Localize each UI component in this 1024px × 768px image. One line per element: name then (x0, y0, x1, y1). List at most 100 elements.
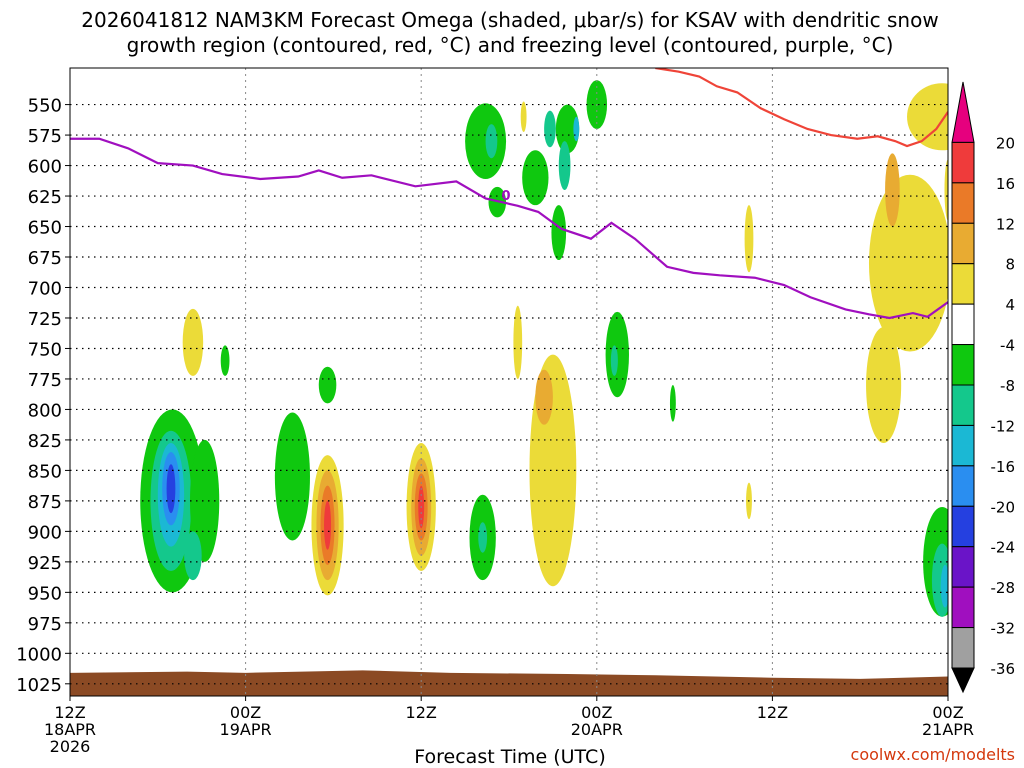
x-tick-label: 12Z (406, 703, 437, 722)
omega-cell (166, 464, 176, 514)
omega-cell (324, 500, 332, 550)
x-tick-label: 12Z (54, 703, 85, 722)
colorbar-label: -24 (991, 539, 1016, 557)
omega-cell (866, 327, 902, 443)
omega-cell (274, 412, 310, 541)
colorbar-label: 16 (996, 175, 1015, 193)
y-tick-label: 800 (28, 400, 62, 421)
colorbar-band (951, 546, 975, 588)
colorbar-label: -8 (1000, 377, 1015, 395)
omega-cell (610, 345, 618, 376)
omega-cell (573, 116, 580, 142)
colorbar-band (951, 627, 975, 669)
colorbar-label: -20 (991, 498, 1016, 516)
colorbar-label: -32 (991, 620, 1016, 638)
omega-cell (744, 205, 754, 273)
title-line-2: growth region (contoured, red, °C) and f… (127, 33, 894, 57)
y-tick-label: 575 (28, 126, 62, 147)
colorbar-label: 8 (1005, 256, 1015, 274)
y-tick-label: 850 (28, 461, 62, 482)
contour-lines: 0 (70, 68, 948, 320)
x-tick-label: 21APR (922, 720, 974, 739)
y-tick-label: 825 (28, 431, 62, 452)
colorbar-band (951, 263, 975, 305)
x-tick-label: 12Z (757, 703, 788, 722)
omega-cell (551, 205, 567, 261)
plot-frame (69, 67, 949, 697)
colorbar: 20 16 12 8 4 -4 -8 -12 -16 -20 -24 -28 -32 -36 (951, 81, 1016, 694)
y-tick-label: 950 (28, 583, 62, 604)
dendritic-snow-line (655, 68, 948, 148)
omega-cell (940, 564, 948, 608)
colorbar-label: 20 (996, 134, 1015, 152)
y-tick-label: 750 (28, 339, 62, 360)
omega-cell (944, 159, 948, 221)
omega-cell (478, 522, 488, 553)
colorbar-band (951, 505, 975, 548)
y-tick-label: 900 (28, 522, 62, 543)
omega-cell (907, 83, 948, 151)
y-tick-label: 650 (28, 218, 62, 239)
omega-cell (220, 345, 230, 376)
omega-cell (485, 124, 498, 159)
colorbar-band (951, 586, 975, 629)
colorbar-label: 4 (1005, 296, 1015, 314)
colorbar-label: -4 (1000, 337, 1015, 355)
omega-cell (522, 150, 549, 206)
omega-cell (558, 141, 571, 190)
ground-fill (70, 670, 948, 696)
colorbar-band (951, 303, 975, 346)
colorbar-label: -36 (991, 660, 1016, 678)
ground-surface (70, 670, 948, 696)
y-tick-label: 625 (28, 187, 62, 208)
omega-cell (669, 385, 676, 422)
x-axis-title: Forecast Time (UTC) (414, 746, 605, 768)
freezing-level-line (70, 137, 948, 320)
y-tick-label: 550 (28, 96, 62, 117)
y-tick-label: 875 (28, 492, 62, 513)
y-tick-label: 775 (28, 370, 62, 391)
y-tick-label: 1025 (16, 675, 62, 696)
y-tick-label: 675 (28, 248, 62, 269)
x-tick-label: 00Z (932, 703, 963, 722)
x-tick-label: 00Z (581, 703, 612, 722)
omega-cell (318, 366, 337, 404)
colorbar-band (951, 465, 975, 507)
omega-cell (885, 153, 900, 227)
colorbar-band (951, 222, 975, 265)
omega-cell (535, 369, 553, 425)
omega-cell (555, 104, 580, 154)
title-line-1: 2026041812 NAM3KM Forecast Omega (shaded… (81, 8, 938, 32)
y-tick-label: 600 (28, 157, 62, 178)
colorbar-label: -28 (991, 579, 1016, 597)
credit-text: coolwx.com/modelts (851, 745, 1015, 764)
x-tick-label: 00Z (230, 703, 261, 722)
y-tick-label: 700 (28, 278, 62, 299)
omega-cell (868, 174, 948, 352)
y-tick-label: 975 (28, 614, 62, 635)
x-tick-label: 19APR (220, 720, 272, 739)
colorbar-band (951, 344, 975, 386)
colorbar-label: -12 (991, 417, 1016, 435)
omega-cell (544, 110, 556, 148)
colorbar-band (951, 141, 975, 184)
x-tick-label: 20APR (571, 720, 623, 739)
x-tick-label: 18APR (44, 720, 96, 739)
colorbar-top-arrow (951, 81, 975, 143)
y-tick-label: 725 (28, 309, 62, 330)
omega-shading (140, 80, 948, 617)
colorbar-band (951, 182, 975, 224)
omega-cell (513, 305, 523, 379)
grid-lines (70, 68, 948, 696)
x-tick-label: 2026 (50, 737, 91, 756)
y-tick-label: 925 (28, 553, 62, 574)
y-axis: 550 575 600 625 650 675 700 725 750 775 800 825 850 8… (16, 96, 70, 696)
omega-cell (182, 308, 204, 376)
colorbar-label: -16 (991, 458, 1016, 476)
omega-cell (184, 531, 202, 581)
freezing-level-label: 0 (502, 189, 511, 204)
colorbar-label: 12 (996, 215, 1015, 233)
colorbar-band (951, 384, 975, 426)
colorbar-band (951, 424, 975, 467)
